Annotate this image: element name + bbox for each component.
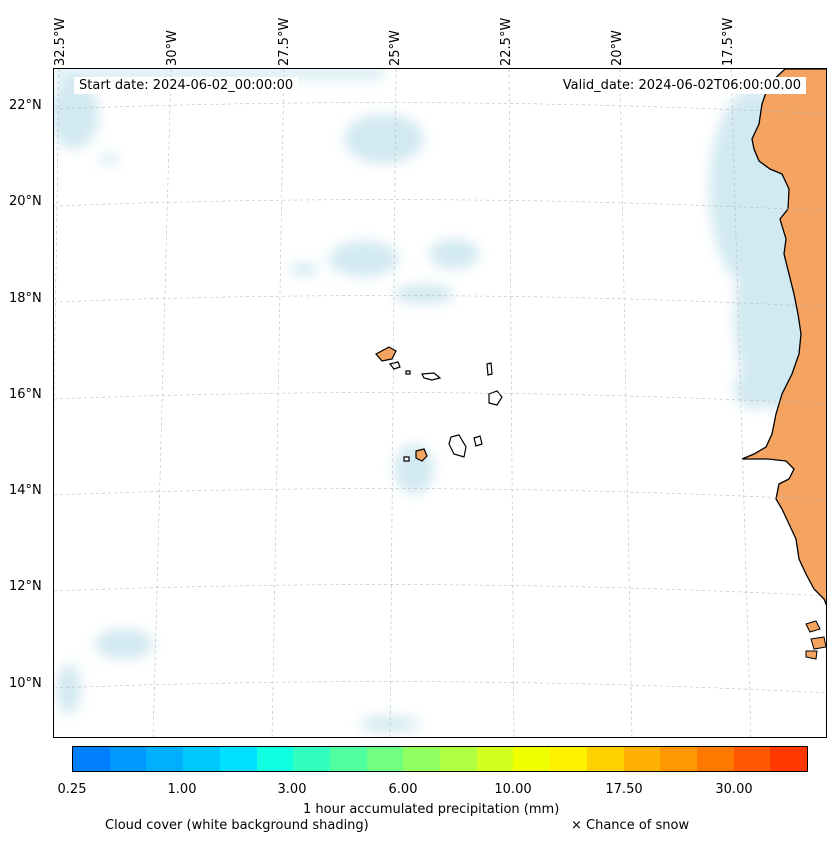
lon-label-22-5w: 22.5°W xyxy=(499,17,514,66)
colorbar-tick: 6.00 xyxy=(388,782,418,797)
colorbar-segment xyxy=(660,747,697,771)
precipitation-colorbar xyxy=(72,746,808,772)
colorbar-tick: 17.50 xyxy=(605,782,643,797)
lon-label-20w: 20°W xyxy=(610,30,625,66)
lon-label-30w: 30°W xyxy=(165,30,180,66)
valid-date-box: Valid_date: 2024-06-02T06:00:00.00 xyxy=(557,77,806,94)
colorbar-segment xyxy=(476,747,514,771)
colorbar-segment xyxy=(109,747,147,771)
colorbar-segment xyxy=(733,747,771,771)
colorbar-segment xyxy=(586,747,624,771)
lat-label-12n: 12°N xyxy=(9,579,42,594)
colorbar-segment xyxy=(770,747,808,771)
santiago-island xyxy=(448,434,467,458)
bijagos-islands xyxy=(805,620,826,660)
graticule xyxy=(54,69,826,737)
colorbar-segment xyxy=(623,747,661,771)
sao-nicolau-island xyxy=(421,372,442,381)
lon-label-25w: 25°W xyxy=(388,30,403,66)
lon-label-27-5w: 27.5°W xyxy=(277,17,292,66)
lat-label-10n: 10°N xyxy=(9,676,42,691)
map-panel[interactable]: Start date: 2024-06-02_00:00:00 Valid_da… xyxy=(53,68,827,738)
colorbar-segment xyxy=(329,747,367,771)
fogo-island xyxy=(415,448,428,462)
colorbar-segment xyxy=(219,747,257,771)
snow-legend: × Chance of snow xyxy=(571,818,690,833)
colorbar-segment xyxy=(293,747,330,771)
colorbar-label: 1 hour accumulated precipitation (mm) xyxy=(303,802,560,817)
colorbar-segment xyxy=(146,747,184,771)
colorbar-segment xyxy=(696,747,734,771)
cloud-cover-layer xyxy=(54,69,814,732)
colorbar-segment xyxy=(513,747,551,771)
lat-label-16n: 16°N xyxy=(9,387,42,402)
colorbar-segment xyxy=(366,747,404,771)
maio-island xyxy=(473,435,483,447)
cloud-cover-legend: Cloud cover (white background shading) xyxy=(105,818,369,833)
sal-island xyxy=(486,362,493,376)
cape-verde-islands xyxy=(375,346,503,462)
map-canvas xyxy=(54,69,826,737)
santo-antao-island xyxy=(375,346,397,362)
african-coast-landmass xyxy=(741,69,826,606)
colorbar-segment xyxy=(550,747,587,771)
lon-label-32-5w: 32.5°W xyxy=(53,17,68,66)
colorbar-segment xyxy=(73,747,110,771)
colorbar-segment xyxy=(403,747,441,771)
boa-vista-island xyxy=(488,390,503,406)
lat-label-18n: 18°N xyxy=(9,291,42,306)
colorbar-tick: 30.00 xyxy=(715,782,753,797)
colorbar-tick: 1.00 xyxy=(167,782,197,797)
lat-label-22n: 22°N xyxy=(9,98,42,113)
colorbar-tick: 3.00 xyxy=(277,782,307,797)
lat-label-20n: 20°N xyxy=(9,194,42,209)
colorbar-tick: 0.25 xyxy=(57,782,87,797)
colorbar-segment xyxy=(256,747,294,771)
brava-island xyxy=(403,456,410,462)
colorbar-segment xyxy=(183,747,220,771)
lat-label-14n: 14°N xyxy=(9,483,42,498)
start-date-box: Start date: 2024-06-02_00:00:00 xyxy=(74,77,299,94)
lon-label-17-5w: 17.5°W xyxy=(721,17,736,66)
sao-vicente-island xyxy=(388,361,401,370)
colorbar-segment xyxy=(440,747,477,771)
colorbar-tick: 10.00 xyxy=(494,782,532,797)
santa-luzia-island xyxy=(405,370,411,375)
